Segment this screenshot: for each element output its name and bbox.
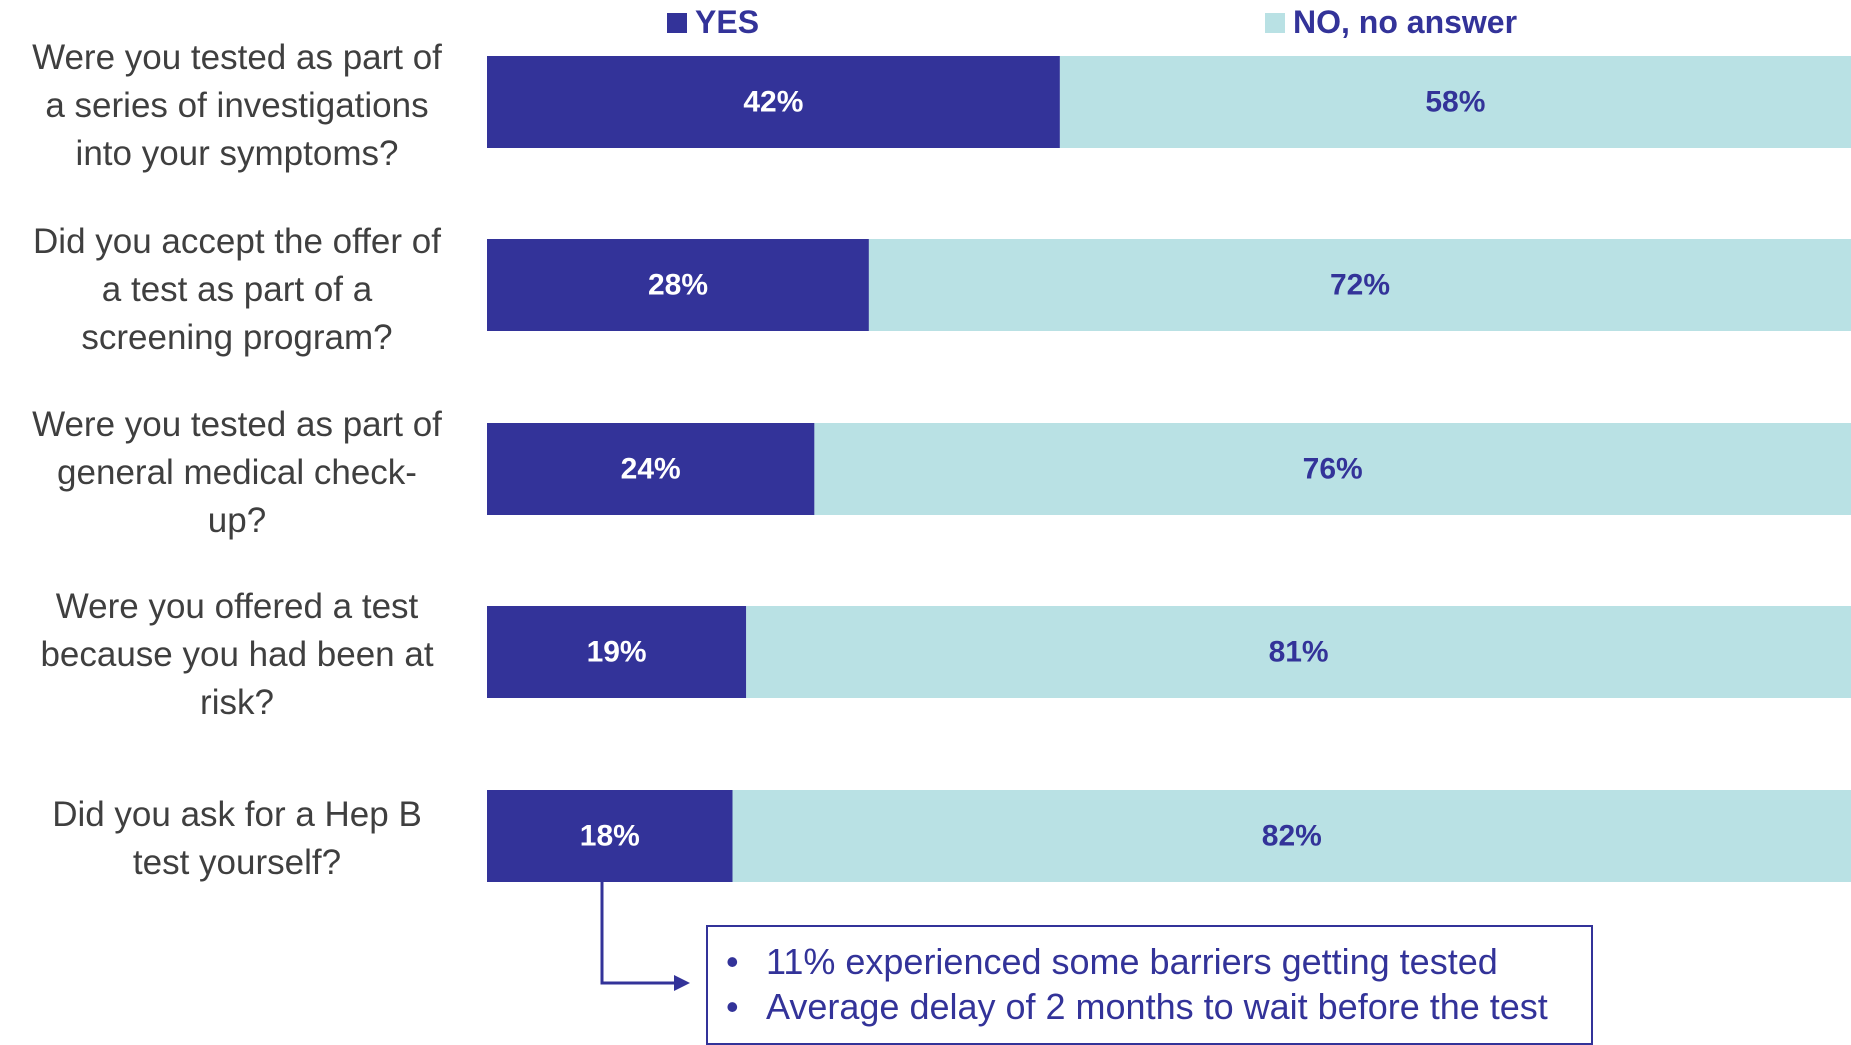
data-label-no-5: 82%: [1262, 820, 1322, 853]
annotation-text-2: Average delay of 2 months to wait before…: [766, 984, 1548, 1029]
data-label-yes-5: 18%: [580, 820, 640, 853]
data-label-yes-1: 42%: [743, 86, 803, 119]
question-label-5-line-2: test yourself?: [6, 839, 468, 887]
annotation-bullet-1: •: [726, 939, 766, 984]
question-label-4-line-3: risk?: [6, 679, 468, 727]
question-label-3-line-3: up?: [6, 497, 468, 545]
question-label-1-line-3: into your symptoms?: [6, 130, 468, 178]
annotation-item-2: • Average delay of 2 months to wait befo…: [726, 984, 1571, 1029]
question-label-1-line-1: Were you tested as part of: [6, 34, 468, 82]
annotation-connector: [602, 882, 676, 983]
annotation-arrowhead: [674, 975, 690, 991]
data-label-yes-4: 19%: [587, 636, 647, 669]
question-label-2-line-3: screening program?: [6, 314, 468, 362]
question-label-3-line-1: Were you tested as part of: [6, 401, 468, 449]
annotation-text-1: 11% experienced some barriers getting te…: [766, 939, 1498, 984]
question-label-4-line-1: Were you offered a test: [6, 583, 468, 631]
question-label-1-line-2: a series of investigations: [6, 82, 468, 130]
question-label-4-line-2: because you had been at: [6, 631, 468, 679]
question-label-2-line-2: a test as part of a: [6, 266, 468, 314]
question-label-2-line-1: Did you accept the offer of: [6, 218, 468, 266]
annotation-item-1: • 11% experienced some barriers getting …: [726, 939, 1571, 984]
annotation-box: • 11% experienced some barriers getting …: [706, 925, 1593, 1045]
data-label-yes-3: 24%: [621, 453, 681, 486]
data-label-no-4: 81%: [1269, 636, 1329, 669]
data-label-yes-2: 28%: [648, 269, 708, 302]
data-label-no-1: 58%: [1425, 86, 1485, 119]
question-label-3-line-2: general medical check-: [6, 449, 468, 497]
annotation-bullet-2: •: [726, 984, 766, 1029]
data-label-no-2: 72%: [1330, 269, 1390, 302]
question-label-5-line-1: Did you ask for a Hep B: [6, 791, 468, 839]
data-label-no-3: 76%: [1303, 453, 1363, 486]
